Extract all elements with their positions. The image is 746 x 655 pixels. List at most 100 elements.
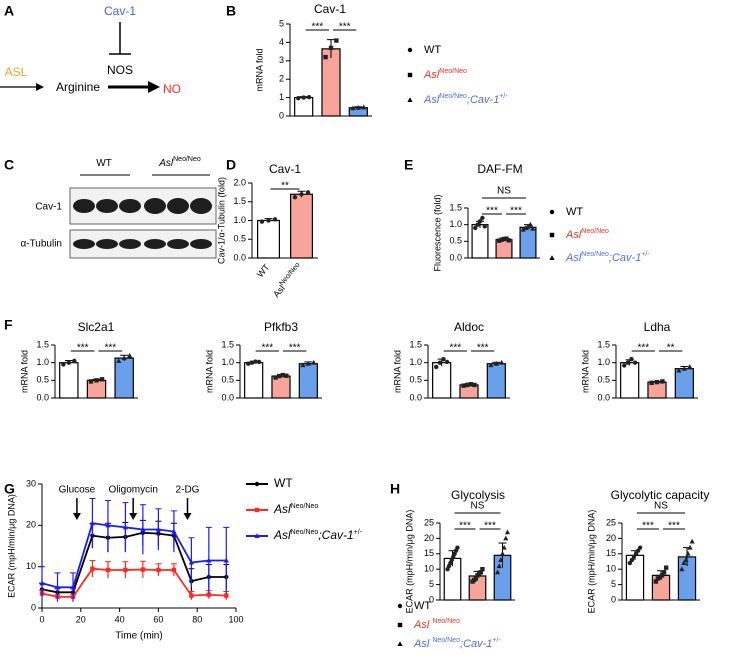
marker [496,563,502,569]
y-axis-label: mRNA fold [19,350,29,393]
legend-marker [407,97,413,102]
annotation-arrow-head [183,513,192,520]
legend-marker [254,507,260,513]
marker [478,570,483,575]
y-axis-label: Cav-1/α-Tubulin (fold) [216,177,226,264]
marker [156,567,161,573]
marker [441,356,446,362]
marker [122,524,129,530]
label-part: WT [424,44,441,56]
marker [629,356,634,362]
marker [280,372,286,378]
label-part: +/- [492,637,501,644]
legend-marker [397,603,403,609]
chart-title: Cav-1 [314,2,346,16]
marker [627,560,633,566]
y-tick-label: 5 [611,579,616,589]
marker [468,382,474,387]
marker [631,554,637,560]
marker [306,95,312,100]
marker [629,557,635,563]
diagram-label: Cav-1 [104,4,136,18]
label-part: Asl [273,502,291,516]
y-tick-label: 0.5 [597,375,610,385]
marker [140,567,146,572]
significance-label: *** [289,343,301,354]
marker [171,528,177,534]
band [190,198,212,214]
significance-label: NS [654,501,668,512]
y-tick-label: 1.5 [597,339,610,349]
y-tick-label: 15 [424,548,434,558]
marker [493,360,499,366]
marker [687,544,693,550]
legend-label: Asl Neo/Neo;Cav-1+/- [413,637,501,650]
legend-label: WT [274,476,293,490]
marker [328,45,334,51]
significance-label: ** [281,181,289,192]
annotation-label: Oligomycin [108,485,157,496]
legend-label: AslNeo/Neo [565,228,609,241]
marker [253,359,258,364]
y-tick-label: 0.5 [409,375,422,385]
legend-marker [549,232,555,238]
marker [361,104,367,110]
marker [653,579,659,584]
bar [114,357,134,399]
panel-label: B [226,3,236,19]
marker [523,225,529,230]
series-line [41,522,227,589]
series-line [41,531,227,594]
marker [676,367,682,373]
marker [506,238,511,243]
marker [637,545,643,550]
label-part: Asl [413,619,432,631]
bar [298,363,318,399]
marker [140,526,146,532]
marker [105,567,111,573]
label-part: Asl [423,94,440,106]
y-axis-label: mRNA fold [392,350,402,393]
marker [121,355,127,361]
y-tick-label: 0.0 [449,252,462,262]
marker [189,593,194,598]
chart-title: Slc2a1 [78,320,115,334]
y-tick-label: 0.0 [597,392,610,402]
marker [633,551,639,556]
y-tick-label: 0.0 [221,392,234,402]
label-part: Neo/Neo [581,228,609,235]
y-tick-label: 0 [31,602,36,612]
y-tick-label: 0.5 [233,234,246,244]
y-tick-label: 1 [279,92,284,102]
legend-marker [254,481,260,487]
marker [501,236,507,242]
marker [654,379,660,385]
marker [622,363,627,368]
marker [488,362,494,368]
series-line [41,567,227,598]
annotation-arrow-head [72,513,81,520]
label-part: WT [274,476,293,490]
y-tick-label: 0.5 [36,375,49,385]
marker [689,538,695,544]
band [73,239,95,249]
marker [494,569,501,575]
marker [272,217,278,222]
marker [188,559,194,565]
marker [649,380,654,386]
marker [224,593,229,598]
panel-label: A [4,3,14,19]
y-tick-label: 1.5 [36,339,49,349]
annotation-label: Glucose [59,485,96,496]
y-tick-label: 5 [279,18,284,28]
marker [70,584,76,590]
marker [39,580,45,586]
marker [88,379,94,384]
y-tick-label: 2 [279,74,284,84]
legend-label: WT [566,206,583,218]
band [119,239,141,249]
marker [635,548,641,553]
y-tick-label: 3 [279,55,284,65]
marker [323,54,328,60]
